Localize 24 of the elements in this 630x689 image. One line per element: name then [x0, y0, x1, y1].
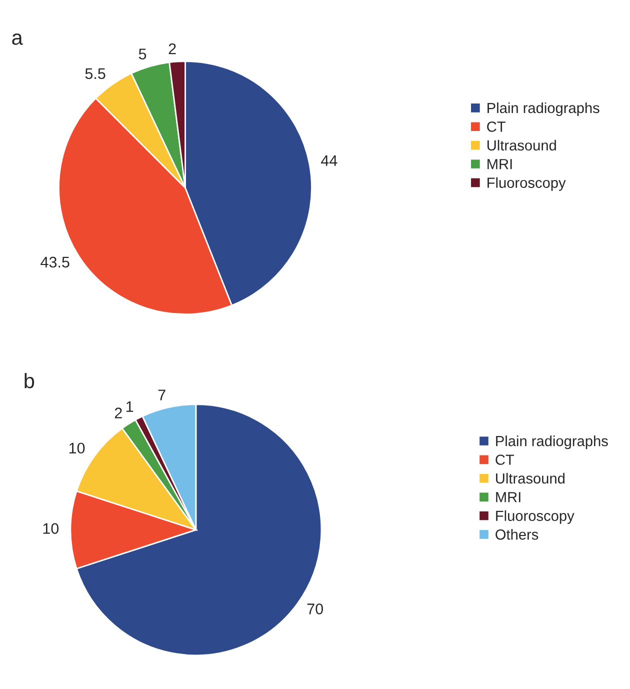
- legend-label: Plain radiographs: [496, 436, 608, 450]
- data-label: 5: [138, 48, 146, 60]
- data-label: 44: [321, 155, 338, 166]
- data-label: 10: [43, 523, 59, 534]
- data-label: 43.5: [40, 256, 70, 268]
- data-label: 10: [69, 442, 85, 454]
- chart-title: a: [12, 34, 23, 45]
- data-label: 2: [114, 408, 122, 418]
- legend-label: Fluoroscopy: [496, 510, 574, 524]
- legend-label: MRI: [488, 159, 512, 170]
- data-label: 2: [168, 43, 176, 54]
- legend-label: MRI: [496, 492, 520, 502]
- legend-label: Others: [496, 529, 538, 540]
- legend-label: Fluoroscopy: [488, 177, 566, 191]
- data-label: 5.5: [85, 68, 106, 80]
- legend-label: Plain radiographs: [488, 102, 600, 116]
- chart-title: b: [24, 372, 34, 388]
- data-label: 1: [126, 401, 134, 412]
- data-label: 70: [307, 604, 323, 614]
- legend-label: Ultrasound: [496, 472, 564, 484]
- legend-label: Ultrasound: [487, 140, 556, 151]
- legend-label: CT: [496, 454, 514, 465]
- data-label: 7: [158, 390, 166, 400]
- legend-label: CT: [487, 122, 506, 132]
